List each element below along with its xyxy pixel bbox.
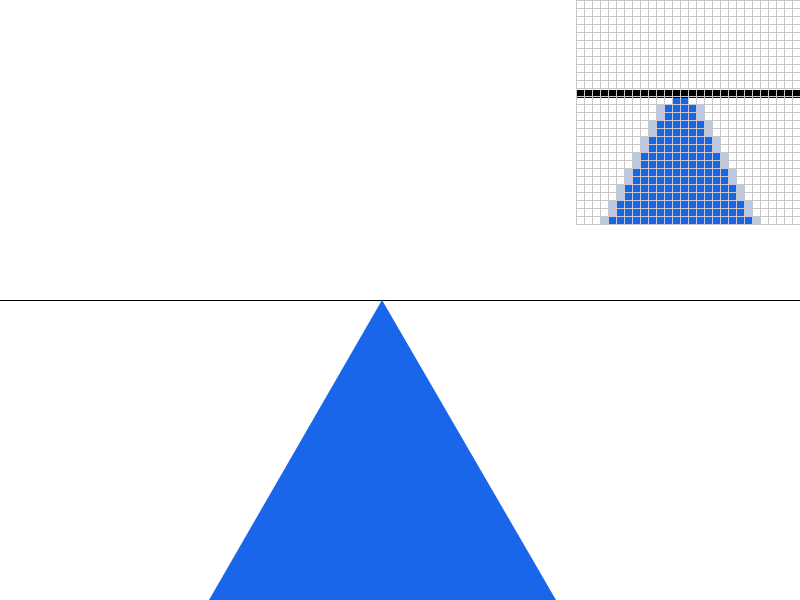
edge-pixel (728, 168, 736, 176)
edge-pixel (624, 176, 632, 184)
edge-pixel (640, 144, 648, 152)
edge-pixel (648, 120, 656, 128)
edge-pixel (744, 208, 752, 216)
edge-pixel (616, 192, 624, 200)
edge-pixel (608, 208, 616, 216)
edge-pixel (720, 160, 728, 168)
edge-pixel (632, 152, 640, 160)
edge-pixel (712, 136, 720, 144)
edge-pixel (736, 184, 744, 192)
blue-triangle (209, 300, 556, 600)
edge-pixel (632, 160, 640, 168)
edge-pixel (696, 104, 704, 112)
edge-pixel (608, 200, 616, 208)
edge-pixel (696, 112, 704, 120)
edge-pixel (728, 176, 736, 184)
edge-pixel (704, 128, 712, 136)
edge-pixel (744, 200, 752, 208)
pixel-grid (576, 0, 800, 225)
edge-pixel (656, 104, 664, 112)
edge-pixel (720, 152, 728, 160)
edge-pixel (736, 192, 744, 200)
edge-pixel (616, 184, 624, 192)
edge-pixel (656, 112, 664, 120)
edge-pixel (640, 136, 648, 144)
edge-pixel (712, 144, 720, 152)
edge-pixel (600, 216, 608, 224)
edge-pixel (704, 120, 712, 128)
edge-pixel (624, 168, 632, 176)
edge-pixel (648, 128, 656, 136)
edge-pixel (752, 216, 760, 224)
magnifier-inset (576, 0, 800, 225)
